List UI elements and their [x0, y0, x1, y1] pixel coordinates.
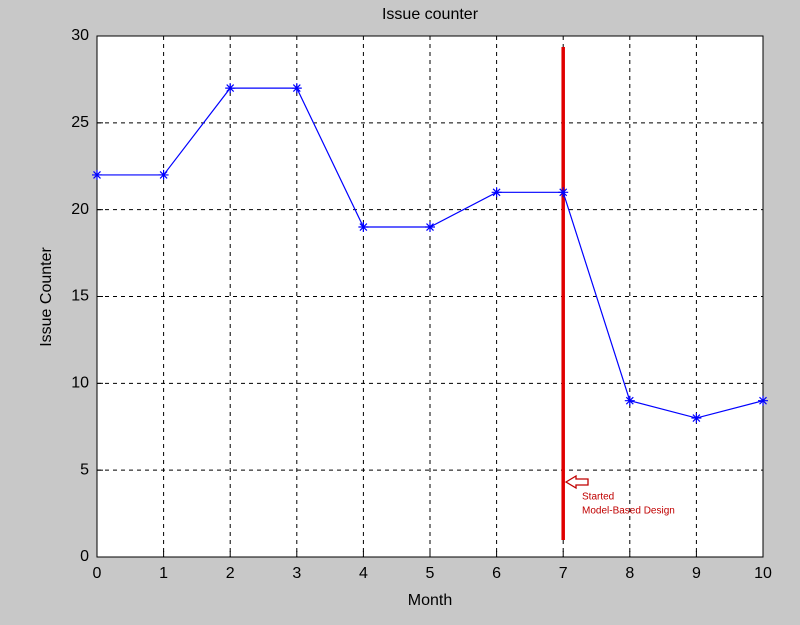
annotation-arrow [564, 474, 589, 490]
x-tick-label: 0 [93, 565, 102, 582]
data-point [691, 413, 702, 424]
y-axis-label: Issue Counter [38, 247, 55, 347]
y-tick-label: 0 [80, 548, 89, 565]
y-tick-label: 5 [80, 461, 89, 478]
data-point [624, 395, 635, 406]
x-tick-label: 10 [754, 565, 772, 582]
y-tick-label: 25 [71, 114, 89, 131]
axes-box [96, 35, 764, 558]
annotation-line: Model-Based Design [582, 506, 675, 517]
x-tick-label: 1 [159, 565, 168, 582]
data-point [158, 169, 169, 180]
x-tick-label: 3 [292, 565, 301, 582]
annotation-line: Started [582, 492, 614, 503]
data-point [491, 187, 502, 198]
data-point [291, 83, 302, 94]
data-point [225, 83, 236, 94]
data-point [92, 169, 102, 180]
x-tick-label: 6 [492, 565, 501, 582]
x-tick-label: 2 [226, 565, 235, 582]
y-tick-label: 15 [71, 288, 89, 305]
x-tick-label: 5 [426, 565, 435, 582]
y-tick-label: 20 [71, 201, 89, 218]
y-tick-label: 30 [71, 27, 89, 44]
x-tick-label: 7 [559, 565, 568, 582]
x-tick-label: 4 [359, 565, 368, 582]
y-tick-label: 10 [71, 375, 89, 392]
data-point [558, 187, 569, 198]
x-tick-label: 8 [625, 565, 634, 582]
chart-title: Issue counter [382, 6, 479, 23]
x-axis-label: Month [408, 592, 452, 609]
x-tick-label: 9 [692, 565, 701, 582]
data-point [758, 395, 768, 406]
data-point [358, 222, 369, 233]
data-point [425, 222, 435, 233]
